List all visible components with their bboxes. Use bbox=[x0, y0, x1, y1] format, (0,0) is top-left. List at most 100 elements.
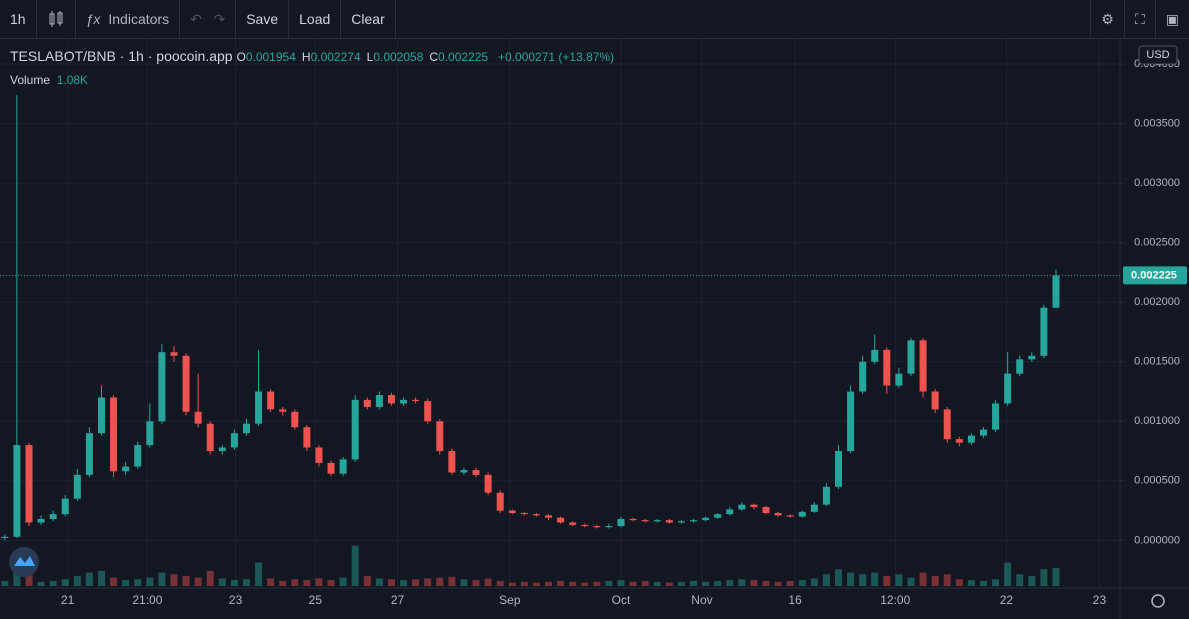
volume-bar bbox=[979, 580, 987, 586]
ohlc-key: O bbox=[236, 50, 246, 64]
volume-bar bbox=[629, 581, 637, 586]
indicators-button[interactable]: ƒx Indicators bbox=[76, 0, 181, 38]
volume-bar bbox=[557, 580, 565, 586]
y-tick-label: 0.002500 bbox=[1134, 237, 1180, 249]
x-tick-label: 27 bbox=[391, 593, 405, 607]
volume-bar bbox=[1016, 574, 1024, 586]
candle-body bbox=[871, 349, 879, 362]
volume-bar bbox=[943, 574, 951, 586]
candle-body bbox=[834, 451, 842, 487]
volume-bar bbox=[37, 581, 45, 586]
chart-type-button[interactable] bbox=[37, 0, 76, 38]
candle-body bbox=[110, 397, 118, 472]
candle-body bbox=[339, 459, 347, 474]
volume-bar bbox=[363, 575, 371, 586]
candle-body bbox=[895, 373, 903, 386]
volume-bar bbox=[907, 577, 915, 586]
fx-icon: ƒx bbox=[85, 11, 101, 27]
candle-body bbox=[569, 522, 577, 525]
screenshot-button[interactable]: ▣ bbox=[1165, 10, 1179, 27]
candle-body bbox=[677, 521, 685, 523]
save-button[interactable]: Save bbox=[236, 0, 290, 38]
volume-bar bbox=[677, 581, 685, 586]
x-tick-label: 23 bbox=[229, 593, 243, 607]
volume-bar bbox=[158, 572, 166, 586]
source: poocoin.app bbox=[156, 48, 233, 64]
candle-body bbox=[387, 395, 395, 404]
volume-bar bbox=[508, 582, 516, 586]
ohlc-value: 0.002058 bbox=[373, 50, 424, 64]
candle-body bbox=[37, 518, 45, 523]
candle-body bbox=[653, 520, 661, 522]
candle-body bbox=[593, 526, 601, 528]
y-tick-label: 0.000500 bbox=[1134, 475, 1180, 487]
y-tick-label: 0.003000 bbox=[1134, 177, 1180, 189]
currency-box bbox=[1138, 45, 1178, 65]
candle-body bbox=[73, 474, 81, 499]
x-tick-label: 25 bbox=[309, 593, 323, 607]
candle-icon bbox=[49, 11, 63, 27]
clear-button[interactable]: Clear bbox=[341, 0, 396, 38]
candle-body bbox=[508, 510, 516, 513]
volume-bar bbox=[992, 579, 1000, 586]
volume-bar bbox=[315, 578, 323, 586]
x-tick-label: 12:00 bbox=[880, 593, 910, 607]
candle-body bbox=[798, 511, 806, 517]
y-tick-label: 0.003500 bbox=[1134, 117, 1180, 129]
candle-body bbox=[496, 492, 504, 511]
volume-bar bbox=[1004, 562, 1012, 586]
ohlc-key: L bbox=[366, 50, 374, 64]
interval: 1h bbox=[128, 48, 144, 64]
volume-bar bbox=[400, 580, 408, 586]
candle-body bbox=[206, 423, 214, 452]
volume-bar bbox=[460, 579, 468, 586]
candle-body bbox=[49, 514, 57, 519]
change: +0.000271 (+13.87%) bbox=[498, 50, 615, 64]
volume-bar bbox=[218, 578, 226, 586]
volume-bar bbox=[97, 570, 105, 586]
volume-bar bbox=[569, 581, 577, 586]
candle-body bbox=[750, 504, 758, 508]
candle-body bbox=[134, 445, 142, 467]
volume-bar bbox=[774, 581, 782, 586]
candle-body bbox=[218, 447, 226, 452]
candle-body bbox=[436, 421, 444, 452]
candle-body bbox=[122, 466, 130, 472]
candle-body bbox=[665, 520, 673, 523]
volume-bar bbox=[110, 577, 118, 586]
volume-bar bbox=[665, 582, 673, 586]
volume-bar bbox=[85, 572, 93, 586]
volume-bar bbox=[182, 575, 190, 586]
volume-bar bbox=[726, 580, 734, 586]
candle-body bbox=[774, 512, 782, 516]
toolbar: 1h ƒx Indicators ↶ ↷ Save Load Clear ⚙ ⛶ … bbox=[0, 0, 1189, 39]
volume-bar bbox=[194, 577, 202, 586]
candle-body bbox=[25, 445, 33, 523]
volume-bar bbox=[520, 581, 528, 586]
logo-mark bbox=[14, 556, 35, 566]
candle-body bbox=[424, 401, 432, 422]
candle-body bbox=[97, 397, 105, 434]
volume-bar bbox=[871, 572, 879, 586]
volume-bar bbox=[424, 578, 432, 586]
fullscreen-button[interactable]: ⛶ bbox=[1125, 0, 1156, 38]
x-tick-label: 16 bbox=[788, 593, 802, 607]
ohlc-value: 0.002225 bbox=[438, 50, 489, 64]
volume-bar bbox=[545, 581, 553, 586]
volume-bar bbox=[895, 574, 903, 586]
candle-body bbox=[327, 462, 335, 474]
load-button[interactable]: Load bbox=[289, 0, 342, 38]
candle-body bbox=[363, 399, 371, 407]
x-tick-label: 21 bbox=[61, 593, 75, 607]
indicators-label: Indicators bbox=[108, 11, 170, 27]
candle-body bbox=[315, 447, 323, 463]
y-tick-label: 0.001000 bbox=[1134, 415, 1180, 427]
x-tick-label: Oct bbox=[612, 593, 631, 607]
candle-body bbox=[351, 399, 359, 460]
undo-redo[interactable]: ↶ ↷ bbox=[180, 0, 237, 38]
ohlc-value: 0.002274 bbox=[310, 50, 361, 64]
settings-button[interactable]: ⚙ bbox=[1090, 0, 1125, 38]
interval-button[interactable]: 1h bbox=[0, 0, 37, 38]
volume-bar bbox=[291, 579, 299, 586]
